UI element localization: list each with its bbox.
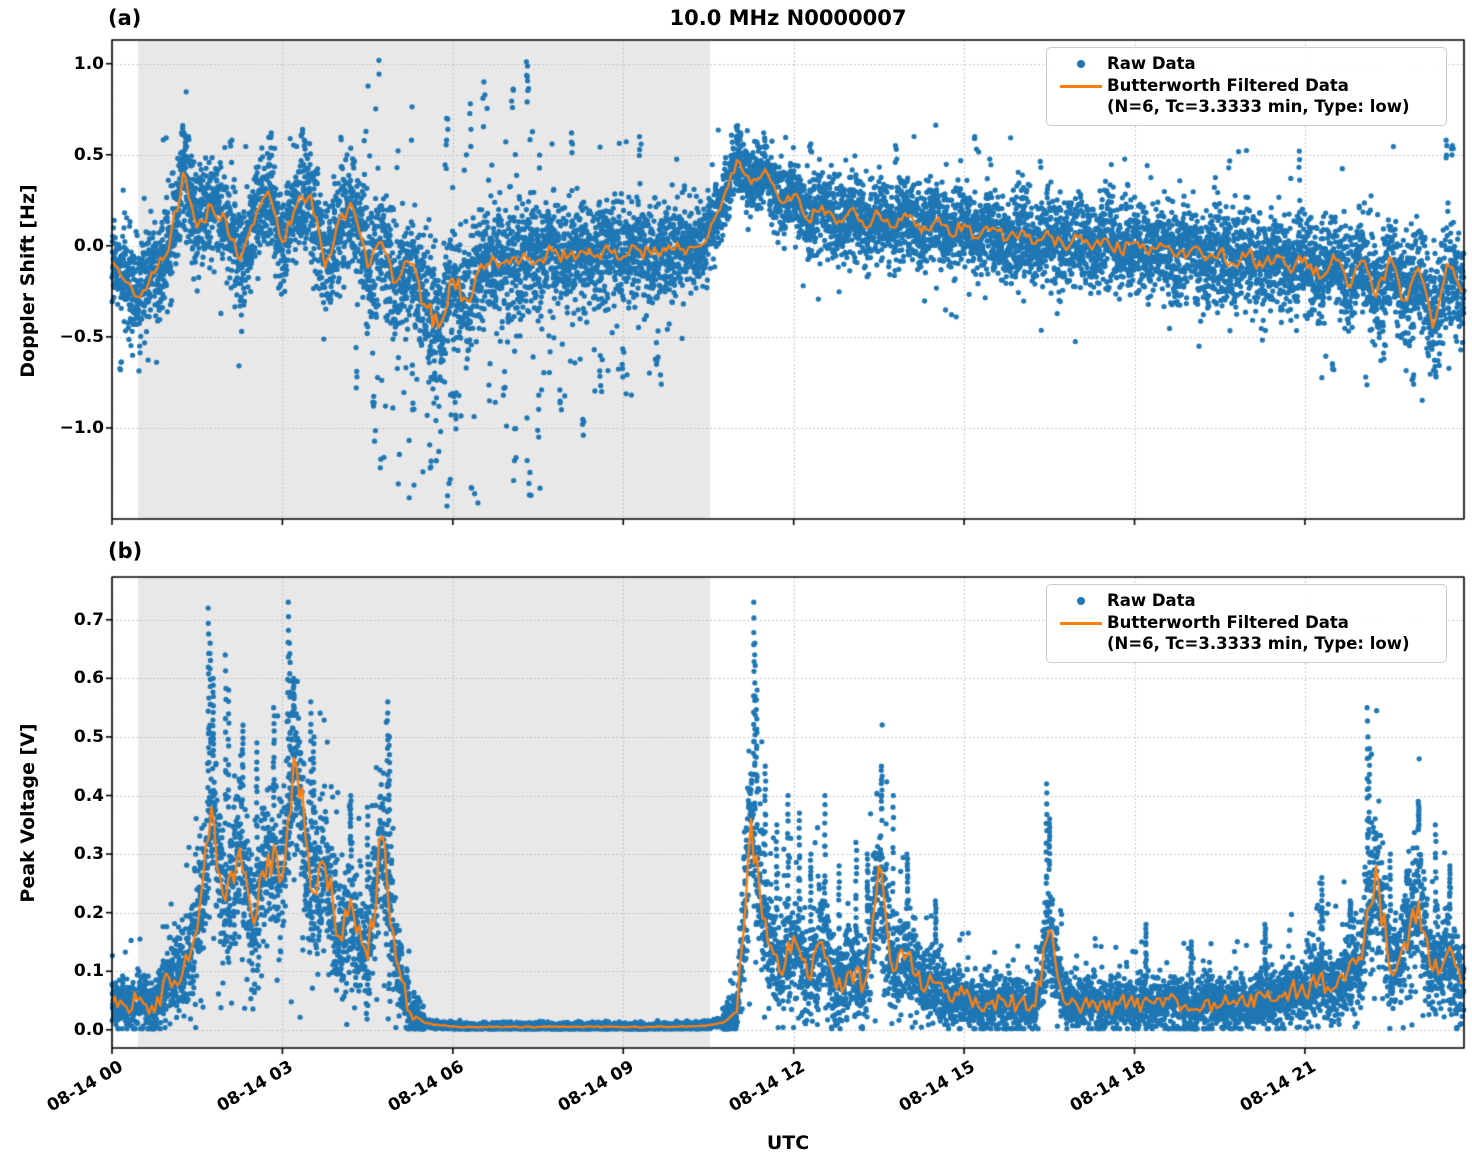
y-tick-label-b: 0.2 xyxy=(73,902,104,923)
y-tick-label-a: −1.0 xyxy=(59,417,104,438)
legend-a: Raw Data Butterworth Filtered Data (N=6,… xyxy=(1046,47,1447,126)
y-tick-label-b: 0.3 xyxy=(73,844,104,865)
y-tick-label-b: 0.5 xyxy=(73,726,104,747)
legend-raw-label: Raw Data xyxy=(1107,54,1196,73)
legend-b: Raw Data Butterworth Filtered Data (N=6,… xyxy=(1046,584,1447,663)
panel-b-label: (b) xyxy=(108,539,143,563)
panel-a-label: (a) xyxy=(108,6,142,30)
x-axis-label: UTC xyxy=(766,1132,810,1154)
y-tick-label-b: 0.0 xyxy=(73,1019,104,1040)
y-tick-label-a: 1.0 xyxy=(73,53,104,74)
legend-filtered-marker-icon xyxy=(1060,621,1102,625)
y-tick-label-b: 0.6 xyxy=(73,668,104,689)
y-tick-label-a: −0.5 xyxy=(59,326,104,347)
legend-raw-marker-icon xyxy=(1077,597,1085,605)
y-tick-label-b: 0.4 xyxy=(73,785,104,806)
y-tick-label-a: 0.0 xyxy=(73,235,104,256)
legend-filtered-sublabel: (N=6, Tc=3.3333 min, Type: low) xyxy=(1107,634,1410,653)
legend-filtered-marker-icon xyxy=(1060,84,1102,88)
legend-filtered-label: Butterworth Filtered Data xyxy=(1107,612,1349,632)
legend-filtered-sublabel: (N=6, Tc=3.3333 min, Type: low) xyxy=(1107,97,1410,116)
y-tick-label-a: 0.5 xyxy=(73,144,104,165)
legend-raw-label: Raw Data xyxy=(1107,591,1196,610)
y-tick-label-b: 0.1 xyxy=(73,961,104,982)
y-tick-label-b: 0.7 xyxy=(73,609,104,630)
legend-filtered-label: Butterworth Filtered Data xyxy=(1107,75,1349,95)
legend-raw-marker-icon xyxy=(1077,60,1085,68)
figure-title: 10.0 MHz N0000007 xyxy=(669,6,907,30)
